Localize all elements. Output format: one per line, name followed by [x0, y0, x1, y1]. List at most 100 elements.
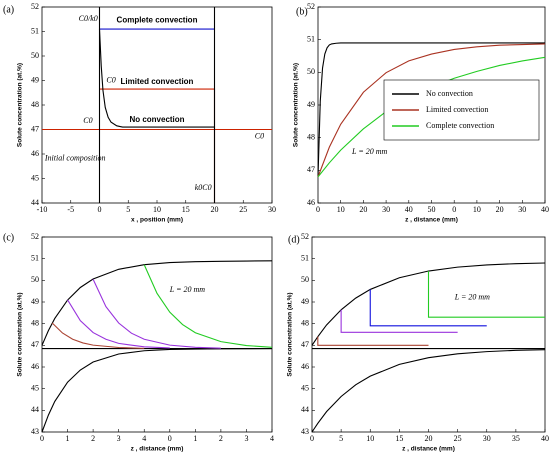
x-tick-label: 10 — [337, 205, 345, 214]
y-tick-label: 50 — [301, 275, 309, 284]
data-line — [427, 271, 545, 318]
panel-label: (d) — [288, 234, 300, 245]
x-tick-label: 30 — [518, 205, 526, 214]
y-tick-label: 50 — [31, 51, 39, 60]
x-tick-label: 10 — [473, 205, 481, 214]
data-line — [317, 43, 546, 178]
y-tick-label: 52 — [31, 232, 39, 241]
annotation: C0 — [83, 116, 92, 125]
x-tick-label: 2 — [219, 434, 223, 443]
data-line — [143, 264, 273, 348]
panel-label: (a) — [3, 4, 14, 15]
y-axis-label: Solute concentration (at.%) — [287, 292, 294, 376]
x-tick-label: 20 — [425, 434, 433, 443]
x-tick-label: 4 — [142, 434, 146, 443]
x-tick-label: 20 — [211, 205, 219, 214]
y-tick-label: 47 — [307, 165, 315, 174]
plot-frame — [311, 236, 546, 433]
legend-label: No convection — [426, 89, 473, 98]
x-tick-label: 0 — [40, 434, 44, 443]
y-tick-label: 46 — [31, 149, 39, 158]
x-tick-label: 35 — [512, 434, 520, 443]
y-tick-label: 49 — [301, 297, 309, 306]
legend-label: Complete convection — [426, 121, 494, 130]
x-tick-label: 2 — [91, 434, 95, 443]
series-label: Complete convection — [117, 16, 198, 25]
x-tick-label: 3 — [117, 434, 121, 443]
y-tick-label: 47 — [301, 340, 309, 349]
annotation: C0/k0 — [79, 14, 98, 23]
y-tick-label: 52 — [301, 232, 309, 241]
x-tick-label: 30 — [483, 434, 491, 443]
plot-frame — [41, 6, 273, 204]
y-tick-label: 51 — [31, 26, 39, 35]
x-tick-label: 5 — [339, 434, 343, 443]
x-tick-label: 0 — [98, 205, 102, 214]
x-axis-label: z , distance (mm) — [405, 217, 458, 224]
x-tick-label: 25 — [239, 205, 247, 214]
data-line — [317, 336, 429, 346]
data-line — [311, 262, 546, 346]
y-tick-label: 43 — [301, 427, 309, 436]
y-axis-label: Solute concentration (at.%) — [293, 63, 300, 147]
x-tick-label: 50 — [428, 205, 436, 214]
y-tick-label: 44 — [301, 405, 309, 414]
x-tick-label: 15 — [395, 434, 403, 443]
x-axis-label: z , distance (mm) — [402, 446, 455, 452]
x-tick-label: 0 — [452, 205, 456, 214]
x-tick-label: 40 — [541, 205, 549, 214]
y-tick-label: 49 — [31, 75, 39, 84]
data-line — [41, 348, 273, 433]
x-tick-label: 25 — [454, 434, 462, 443]
annotation: L = 20 mm — [351, 147, 387, 156]
annotation: C0 — [255, 132, 264, 141]
x-tick-label: 4 — [270, 434, 274, 443]
x-axis-label: x , position (mm) — [131, 217, 183, 224]
x-tick-label: 15 — [182, 205, 190, 214]
panel-label: (c) — [3, 232, 14, 243]
annotation: C0 — [106, 75, 115, 84]
data-line — [92, 279, 221, 349]
series-label: No convection — [129, 115, 184, 124]
x-tick-label: 1 — [193, 434, 197, 443]
y-tick-label: 46 — [301, 362, 309, 371]
x-tick-label: 20 — [496, 205, 504, 214]
data-line — [369, 289, 487, 327]
y-tick-label: 48 — [31, 318, 39, 327]
annotation: L = 20 mm — [169, 285, 205, 294]
y-tick-label: 50 — [31, 275, 39, 284]
y-tick-label: 47 — [31, 340, 39, 349]
y-tick-label: 46 — [307, 198, 315, 207]
y-tick-label: 48 — [31, 100, 39, 109]
plot-frame — [41, 236, 273, 433]
y-axis-label: Solute concentration (at.%) — [17, 292, 24, 376]
y-axis-label: Solute concentration (at.%) — [17, 63, 24, 147]
annotation: L = 20 mm — [454, 292, 490, 301]
x-tick-label: 0 — [310, 434, 314, 443]
y-tick-label: 51 — [301, 253, 309, 262]
y-tick-label: 52 — [307, 2, 315, 11]
y-tick-label: 52 — [31, 2, 39, 11]
x-tick-label: -5 — [67, 205, 74, 214]
panel-label: (b) — [296, 6, 308, 17]
annotation: k0C0 — [195, 183, 212, 192]
x-tick-label: 20 — [359, 205, 367, 214]
y-tick-label: 45 — [301, 383, 309, 392]
y-tick-label: 51 — [307, 34, 315, 43]
y-tick-label: 49 — [307, 100, 315, 109]
x-tick-label: 0 — [316, 205, 320, 214]
y-tick-label: 46 — [31, 362, 39, 371]
data-line — [41, 260, 273, 346]
x-tick-label: 40 — [541, 434, 549, 443]
series-label: Limited convection — [121, 77, 194, 86]
y-tick-label: 47 — [31, 124, 39, 133]
x-tick-label: 1 — [66, 434, 70, 443]
x-tick-label: 3 — [244, 434, 248, 443]
y-tick-label: 48 — [301, 318, 309, 327]
data-line — [67, 299, 170, 349]
y-tick-label: 45 — [31, 173, 39, 182]
y-tick-label: 45 — [31, 383, 39, 392]
x-tick-label: 10 — [153, 205, 161, 214]
annotation: Initial composition — [44, 154, 106, 163]
y-tick-label: 49 — [31, 297, 39, 306]
